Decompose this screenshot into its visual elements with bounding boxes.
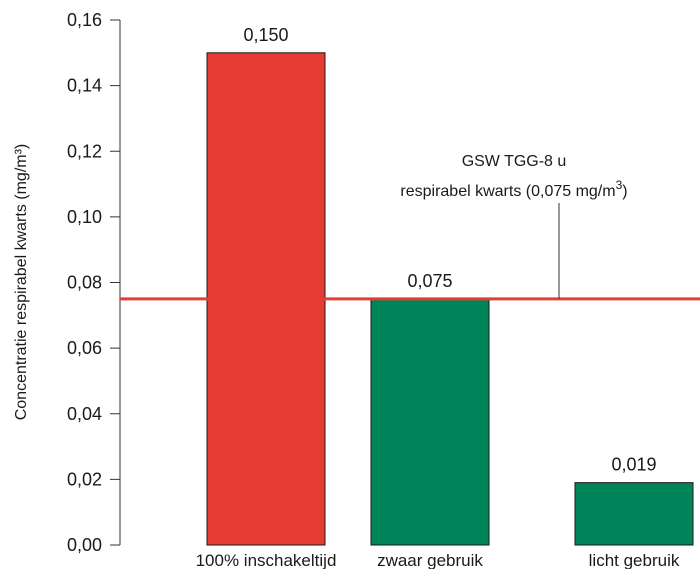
y-tick-label: 0,00	[67, 535, 102, 555]
bars: 0,150 100% inschakeltijd 0,075 zwaar gebrui…	[196, 25, 694, 569]
category-label: 100% inschakeltijd	[196, 551, 337, 569]
y-tick-label: 0,06	[67, 338, 102, 358]
y-tick-label: 0,02	[67, 469, 102, 489]
y-axis-label: Concentratie respirabel kwarts (mg/m³)	[13, 144, 30, 421]
reference-label-line1: GSW TGG-8 u	[462, 153, 567, 170]
y-tick-label: 0,12	[67, 141, 102, 161]
bar-value-label: 0,019	[611, 455, 656, 475]
bar-value-label: 0,075	[407, 271, 452, 291]
reference-label-line2: respirabel kwarts (0,075 mg/m3)	[400, 178, 627, 200]
y-axis: 0,00 0,02 0,04 0,06 0,08 0,10 0,12 0,14 0,16	[67, 10, 121, 555]
y-tick-label: 0,10	[67, 207, 102, 227]
y-tick-label: 0,16	[67, 10, 102, 30]
y-tick-label: 0,04	[67, 404, 102, 424]
reference-line-group: GSW TGG-8 u respirabel kwarts (0,075 mg/m…	[120, 153, 700, 301]
bar	[370, 298, 490, 546]
category-label: licht gebruik	[589, 551, 680, 569]
bar	[574, 482, 694, 546]
category-label: zwaar gebruik	[377, 551, 483, 569]
y-tick-label: 0,14	[67, 76, 102, 96]
y-tick-label: 0,08	[67, 273, 102, 293]
bar-value-label: 0,150	[243, 25, 288, 45]
